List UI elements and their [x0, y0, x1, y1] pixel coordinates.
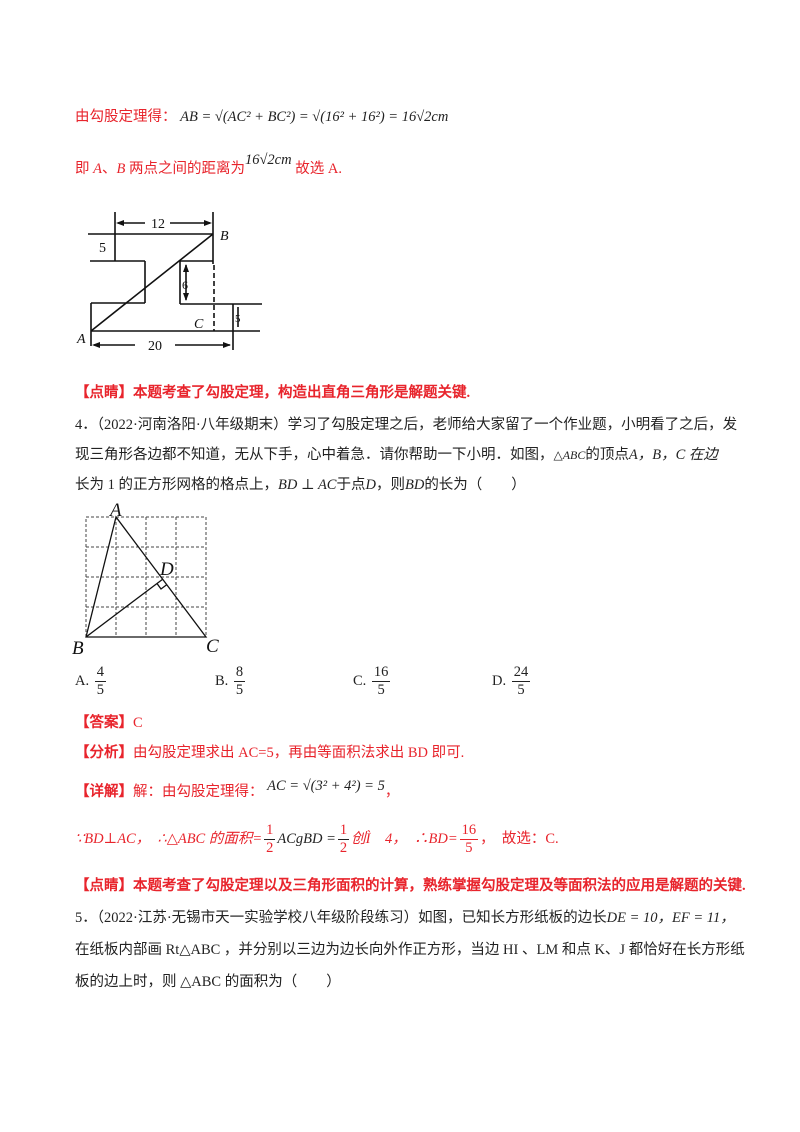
text: A，B，C 在边 [628, 447, 718, 463]
den: 2 [266, 840, 274, 856]
distance-value: 16√2cm [244, 152, 292, 168]
grid-figure [85, 516, 207, 638]
num: 16 [459, 822, 479, 840]
tag: 【点睛】 [75, 385, 133, 401]
point-a-label: A [76, 332, 86, 347]
option-d[interactable]: D. 24 5 [492, 664, 532, 699]
text: 、 [101, 161, 117, 177]
q5-line2: 在纸板内部画 Rt△ABC ，并分别以三边为边长向外作正方形，当边 HI 、LM… [75, 942, 745, 958]
formula: AC = √(3² + 4²) = 5 [267, 778, 385, 794]
den: 5 [235, 682, 244, 698]
text: 解：由勾股定理得： [133, 784, 264, 800]
tag: 【详解】 [75, 784, 133, 800]
den: 2 [339, 840, 348, 856]
option-c[interactable]: C. 16 5 [353, 664, 392, 699]
grid-point-b: B [72, 638, 84, 659]
text: 故选 A. [291, 161, 342, 177]
formula: DE = 10，EF = 11， [606, 910, 735, 926]
text: 创Ì 4， ∴BD= [351, 830, 458, 847]
label-6: 6 [182, 278, 188, 292]
text: 长为 1 的正方形网格的格点上， [75, 477, 278, 493]
den: 5 [517, 682, 525, 698]
text: 本题考查了勾股定理，构造出直角三角形是解题关键. [133, 385, 471, 401]
label-20: 20 [148, 339, 162, 354]
num: 1 [264, 822, 276, 840]
num: 4 [94, 664, 106, 682]
point-c-label: C [194, 317, 204, 332]
text: 即 [75, 161, 94, 177]
text: 于点 [336, 477, 366, 493]
formula: BD ⊥ AC [278, 477, 337, 493]
den: 5 [96, 682, 104, 698]
staircase-figure [88, 212, 262, 350]
label: 由勾股定理得： [75, 109, 177, 125]
q4-line1: 4．（2022·河南洛阳·八年级期末）学习了勾股定理之后，老师给大家留了一个作业… [75, 417, 738, 433]
q4-comment: 【点睛】本题考查了勾股定理以及三角形面积的计算，熟练掌握勾股定理及等面积法的应用… [75, 874, 746, 895]
text: ， 故选：C. [480, 830, 559, 847]
q5-line3: 板的边上时，则 △ABC 的面积为（ ） [75, 974, 341, 990]
q4-answer: 【答案】C [75, 711, 143, 732]
q5-line1: 5．（2022·江苏·无锡市天一实验学校八年级阶段练习）如图，已知长方形纸板的边… [75, 906, 735, 927]
text: 的长为（ ） [424, 477, 526, 493]
answer: C [133, 715, 143, 731]
q4-line2: 现三角形各边都不知道，无从下手，心中着急．请你帮助一下小明．如图，△ABC的顶点… [75, 443, 718, 464]
tag: 【答案】 [75, 715, 133, 731]
q4-calc: ∵BD⊥AC， ∴△ABC 的面积= 1 2 ACgBD = 1 2 创Ì 4， ∴BD= 1… [75, 822, 559, 857]
sol3-line1: 由勾股定理得： AB = √(AC² + BC²) = √(16² + 16²)… [75, 105, 448, 126]
text: ，则 [375, 477, 405, 493]
label-12: 12 [151, 217, 165, 232]
point-b: B [116, 161, 126, 177]
letter: C. [353, 672, 367, 689]
tag: 【分析】 [75, 745, 133, 761]
triangle-abc: △ABC [553, 448, 586, 462]
text: 由勾股定理求出 AC=5，再由等面积法求出 BD 即可. [133, 745, 465, 761]
letter: D. [492, 672, 507, 689]
tag: 【点睛】 [75, 878, 133, 894]
text: ACgBD = [277, 830, 336, 847]
text: 本题考查了勾股定理以及三角形面积的计算，熟练掌握勾股定理及等面积法的应用是解题的… [133, 878, 746, 894]
num: 24 [511, 664, 531, 682]
grid-point-c: C [206, 636, 219, 657]
den: 5 [377, 682, 385, 698]
sol3-line2: 即 A、B 两点之间的距离为16√2cm 故选 A. [75, 152, 342, 178]
point-a: A [93, 161, 102, 177]
text: ∵BD⊥AC， ∴△ABC 的面积= [75, 830, 263, 847]
letter: B. [215, 672, 229, 689]
num: 8 [233, 664, 246, 682]
q4-detail: 【详解】解：由勾股定理得： AC = √(3² + 4²) = 5， [75, 778, 400, 801]
grid-point-d: D [159, 559, 174, 580]
formula: AB = √(AC² + BC²) = √(16² + 16²) = 16√2c… [180, 109, 449, 125]
text: D [365, 477, 376, 493]
text: 的顶点 [585, 447, 629, 463]
sol3-comment: 【点睛】本题考查了勾股定理，构造出直角三角形是解题关键. [75, 381, 470, 402]
num: 16 [371, 664, 391, 682]
grid-point-a: A [108, 500, 122, 521]
q4-analysis: 【分析】由勾股定理求出 AC=5，再由等面积法求出 BD 即可. [75, 741, 464, 762]
text: 两点之间的距离为 [125, 161, 245, 177]
den: 5 [465, 840, 473, 856]
q4-line3: 长为 1 的正方形网格的格点上，BD ⊥ AC于点D，则BD的长为（ ） [75, 473, 526, 494]
text: 5．（2022·江苏·无锡市天一实验学校八年级阶段练习）如图，已知长方形纸板的边… [75, 910, 607, 926]
point-b-label: B [220, 229, 229, 244]
label-5-small: 5 [235, 313, 241, 325]
text: BD [404, 477, 425, 493]
text: ， [384, 784, 400, 800]
num: 1 [337, 822, 350, 840]
label-5: 5 [99, 241, 106, 256]
text: 现三角形各边都不知道，无从下手，心中着急．请你帮助一下小明．如图， [75, 447, 554, 463]
letter: A. [75, 672, 90, 689]
